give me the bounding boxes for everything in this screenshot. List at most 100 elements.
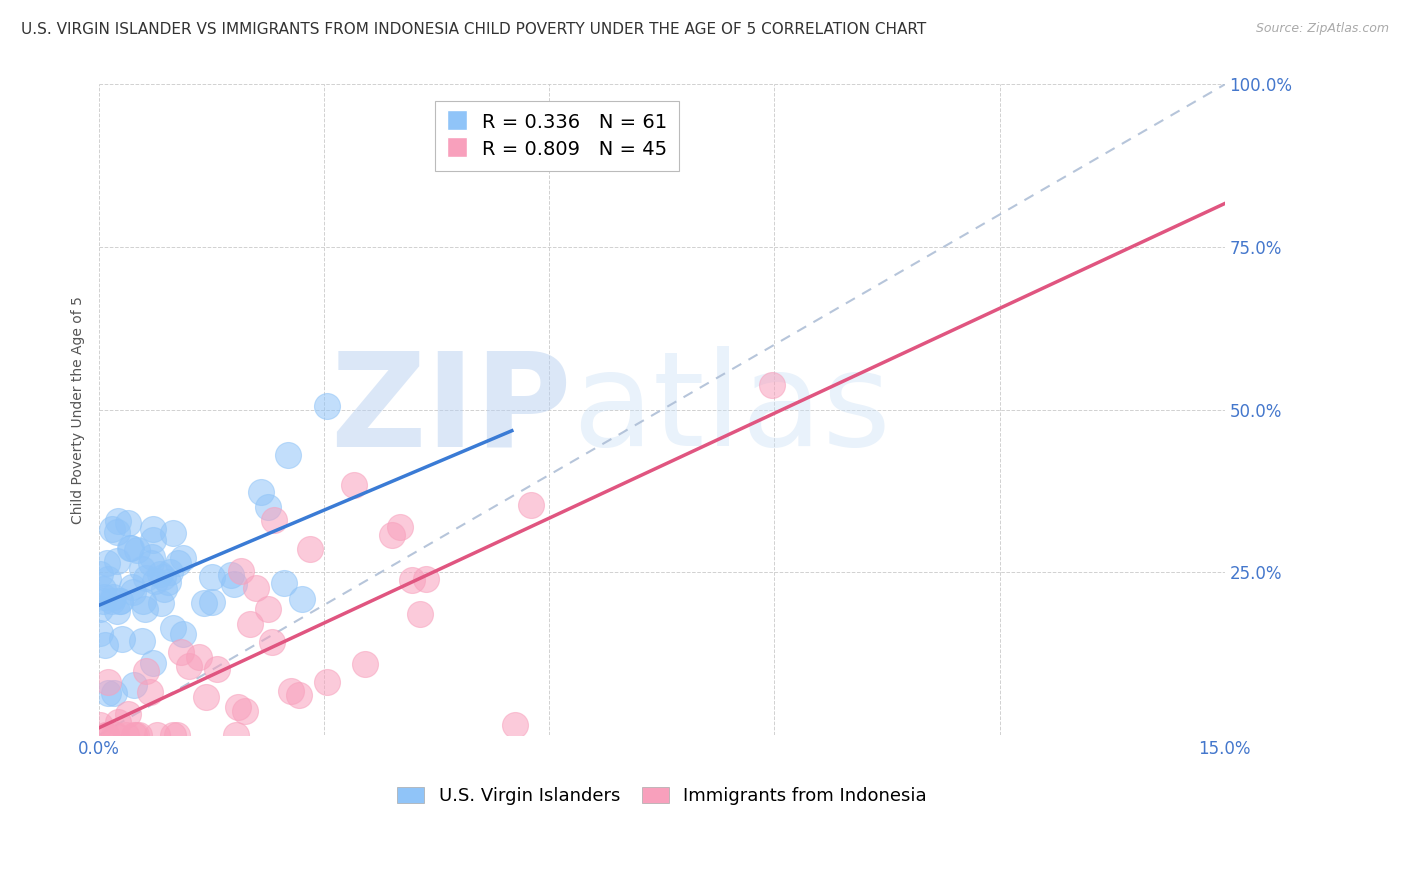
- Point: [201, 595, 224, 609]
- Point: [225, 728, 247, 742]
- Point: [97, 572, 120, 586]
- Point: [157, 574, 180, 589]
- Point: [761, 378, 783, 392]
- Point: [108, 594, 131, 608]
- Point: [194, 690, 217, 705]
- Point: [188, 650, 211, 665]
- Point: [128, 728, 150, 742]
- Text: U.S. VIRGIN ISLANDER VS IMMIGRANTS FROM INDONESIA CHILD POVERTY UNDER THE AGE OF: U.S. VIRGIN ISLANDER VS IMMIGRANTS FROM …: [21, 22, 927, 37]
- Point: [131, 562, 153, 576]
- Point: [89, 718, 111, 732]
- Point: [172, 550, 194, 565]
- Point: [162, 526, 184, 541]
- Point: [205, 662, 228, 676]
- Point: [315, 675, 337, 690]
- Point: [97, 686, 120, 700]
- Y-axis label: Child Poverty Under the Age of 5: Child Poverty Under the Age of 5: [72, 296, 86, 524]
- Point: [117, 706, 139, 721]
- Point: [121, 580, 143, 594]
- Point: [263, 513, 285, 527]
- Point: [125, 728, 148, 742]
- Point: [141, 556, 163, 570]
- Point: [120, 541, 142, 556]
- Point: [103, 728, 125, 742]
- Point: [256, 500, 278, 514]
- Point: [101, 594, 124, 608]
- Point: [250, 485, 273, 500]
- Point: [135, 571, 157, 585]
- Point: [354, 657, 377, 671]
- Point: [134, 601, 156, 615]
- Point: [89, 626, 111, 640]
- Point: [127, 543, 149, 558]
- Point: [110, 594, 132, 608]
- Point: [124, 728, 146, 742]
- Point: [401, 574, 423, 588]
- Point: [89, 566, 111, 581]
- Point: [139, 684, 162, 698]
- Point: [239, 616, 262, 631]
- Point: [273, 575, 295, 590]
- Point: [219, 568, 242, 582]
- Point: [89, 602, 111, 616]
- Point: [91, 594, 114, 608]
- Point: [103, 590, 125, 604]
- Point: [100, 522, 122, 536]
- Point: [142, 657, 165, 671]
- Point: [166, 728, 188, 742]
- Point: [107, 715, 129, 730]
- Point: [115, 728, 138, 742]
- Point: [149, 566, 172, 581]
- Point: [141, 550, 163, 565]
- Point: [122, 584, 145, 599]
- Point: [97, 674, 120, 689]
- Point: [96, 556, 118, 570]
- Point: [389, 520, 412, 534]
- Point: [91, 582, 114, 596]
- Point: [117, 516, 139, 530]
- Point: [298, 541, 321, 556]
- Text: Source: ZipAtlas.com: Source: ZipAtlas.com: [1256, 22, 1389, 36]
- Point: [132, 594, 155, 608]
- Point: [170, 645, 193, 659]
- Point: [233, 704, 256, 718]
- Point: [131, 633, 153, 648]
- Legend: U.S. Virgin Islanders, Immigrants from Indonesia: U.S. Virgin Islanders, Immigrants from I…: [389, 780, 934, 813]
- Point: [105, 554, 128, 568]
- Point: [111, 632, 134, 646]
- Point: [122, 678, 145, 692]
- Point: [222, 576, 245, 591]
- Point: [94, 728, 117, 742]
- Point: [409, 607, 432, 622]
- Point: [162, 728, 184, 742]
- Point: [146, 728, 169, 742]
- Point: [107, 514, 129, 528]
- Point: [159, 565, 181, 579]
- Point: [277, 448, 299, 462]
- Point: [135, 664, 157, 678]
- Point: [172, 626, 194, 640]
- Point: [142, 522, 165, 536]
- Point: [94, 728, 117, 742]
- Point: [381, 528, 404, 542]
- Point: [226, 700, 249, 714]
- Point: [503, 718, 526, 732]
- Point: [280, 683, 302, 698]
- Point: [316, 399, 339, 413]
- Point: [93, 590, 115, 604]
- Point: [520, 499, 543, 513]
- Point: [288, 688, 311, 702]
- Point: [193, 596, 215, 610]
- Point: [231, 564, 253, 578]
- Point: [343, 477, 366, 491]
- Point: [152, 569, 174, 583]
- Point: [105, 524, 128, 539]
- Text: ZIP: ZIP: [330, 346, 572, 474]
- Point: [166, 557, 188, 571]
- Point: [105, 728, 128, 742]
- Point: [145, 574, 167, 588]
- Point: [149, 596, 172, 610]
- Point: [142, 533, 165, 547]
- Point: [245, 581, 267, 595]
- Point: [260, 634, 283, 648]
